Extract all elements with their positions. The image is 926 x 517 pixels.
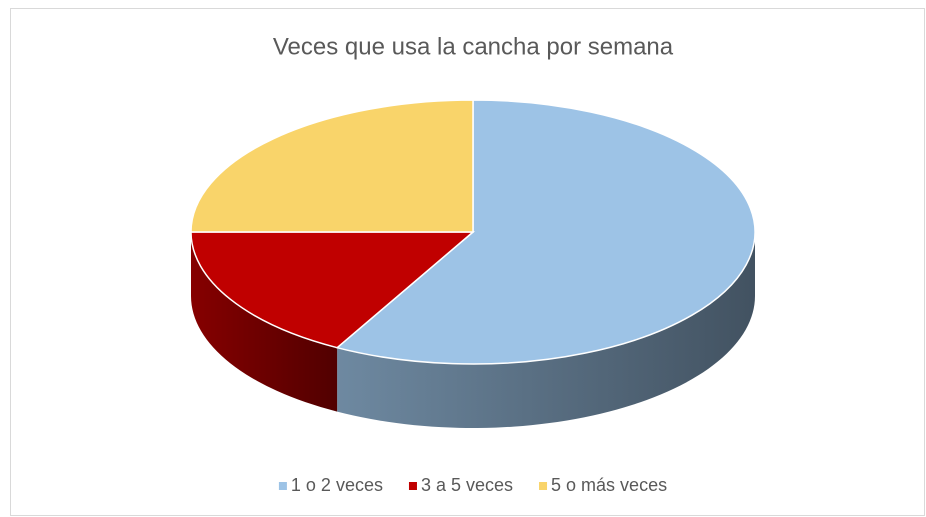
pie-slice <box>335 99 756 365</box>
legend-swatch <box>539 482 548 490</box>
pie-side <box>337 232 755 428</box>
legend-label: 5 o más veces <box>551 475 667 495</box>
legend-swatch <box>408 482 417 490</box>
legend-label: 1 o 2 veces <box>291 475 383 495</box>
pie-side <box>191 232 338 412</box>
legend-label: 3 a 5 veces <box>421 475 513 495</box>
pie-slice <box>190 231 476 349</box>
legend-swatch <box>278 482 287 490</box>
chart-title: Veces que usa la cancha por semana <box>273 33 674 60</box>
pie-slice <box>190 99 474 233</box>
